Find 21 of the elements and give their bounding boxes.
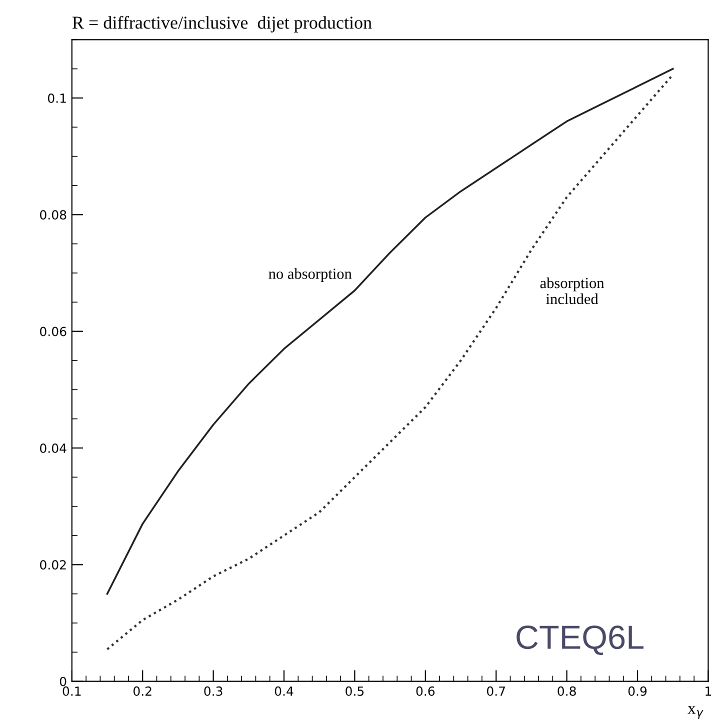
y-tick-label: 0.02: [40, 560, 66, 570]
x-tick-label: 0.5: [346, 686, 364, 696]
y-tick-label: 0.04: [40, 443, 66, 453]
x-tick-label: 0.2: [133, 686, 152, 696]
x-tick-label: 0.8: [558, 686, 576, 696]
y-tick-label: 0: [60, 676, 66, 686]
x-tick-label: 0.6: [416, 686, 435, 696]
x-axis-title: x$_{γ}$: [688, 706, 704, 719]
x-tick-label: 1: [706, 686, 712, 696]
annotation: no absorption: [268, 268, 352, 282]
x-tick-label: 0.9: [628, 686, 647, 696]
x-tick-label: 0.7: [486, 686, 505, 696]
y-tick-label: 0.08: [40, 210, 66, 220]
x-tick-label: 0.4: [274, 686, 294, 696]
y-tick-label: 0.1: [48, 93, 66, 103]
x-tick-label: 0.3: [204, 686, 222, 696]
chart-title: R = diffractive/inclusive dijet production: [72, 16, 372, 32]
x-tick-label: 0.1: [62, 686, 81, 696]
annotation: CTEQ6L: [516, 625, 644, 656]
annotation: absorption included: [540, 277, 604, 304]
y-tick-label: 0.06: [40, 326, 66, 336]
